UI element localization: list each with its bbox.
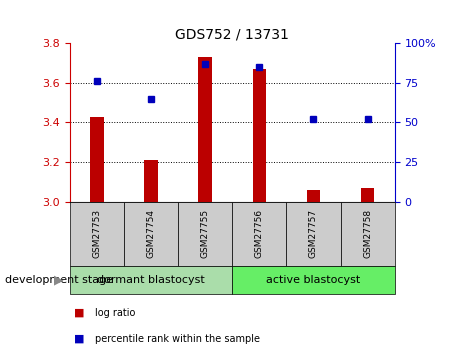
Text: GSM27757: GSM27757 — [309, 209, 318, 258]
Text: active blastocyst: active blastocyst — [267, 275, 360, 285]
Bar — [361, 188, 374, 202]
Text: GSM27755: GSM27755 — [201, 209, 210, 258]
Title: GDS752 / 13731: GDS752 / 13731 — [175, 28, 289, 42]
Bar — [144, 160, 158, 202]
Bar — [198, 57, 212, 202]
Text: GSM27758: GSM27758 — [363, 209, 372, 258]
Bar — [90, 117, 104, 202]
Text: ■: ■ — [74, 334, 85, 344]
Text: ▶: ▶ — [54, 273, 64, 286]
Text: log ratio: log ratio — [95, 308, 135, 318]
Bar — [253, 69, 266, 202]
Text: ■: ■ — [74, 308, 85, 318]
Text: percentile rank within the sample: percentile rank within the sample — [95, 334, 260, 344]
Text: development stage: development stage — [5, 275, 113, 285]
Text: dormant blastocyst: dormant blastocyst — [97, 275, 205, 285]
Text: GSM27753: GSM27753 — [92, 209, 101, 258]
Text: GSM27756: GSM27756 — [255, 209, 264, 258]
Text: GSM27754: GSM27754 — [147, 209, 156, 258]
Bar — [307, 190, 320, 202]
